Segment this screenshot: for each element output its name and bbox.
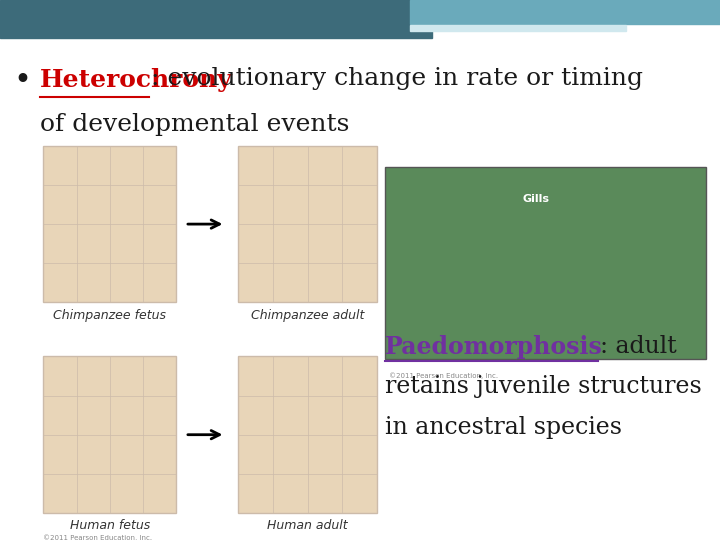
Bar: [410, 25, 626, 31]
Text: Human adult: Human adult: [267, 519, 348, 532]
Text: Chimpanzee adult: Chimpanzee adult: [251, 309, 364, 322]
Bar: [238, 356, 377, 513]
Bar: [238, 146, 377, 302]
Text: of developmental events: of developmental events: [40, 113, 349, 137]
Text: in ancestral species: in ancestral species: [385, 416, 622, 439]
Bar: [43, 146, 176, 302]
Text: : evolutionary change in rate or timing: : evolutionary change in rate or timing: [151, 68, 643, 91]
Text: retains juvenile structures: retains juvenile structures: [385, 375, 702, 399]
Bar: [43, 356, 176, 513]
Text: •: •: [14, 68, 30, 91]
Text: ©2011 Pearson Education, Inc.: ©2011 Pearson Education, Inc.: [43, 535, 153, 540]
Text: Human fetus: Human fetus: [70, 519, 150, 532]
Text: Gills: Gills: [522, 194, 549, 205]
Text: Chimpanzee fetus: Chimpanzee fetus: [53, 309, 166, 322]
Text: ©2011 Pearson Education, Inc.: ©2011 Pearson Education, Inc.: [389, 373, 498, 379]
Bar: [0, 0, 432, 38]
Bar: [410, 0, 720, 24]
Text: Paedomorphosis: Paedomorphosis: [385, 335, 603, 359]
Text: : adult: : adult: [600, 335, 677, 358]
Bar: [385, 167, 706, 359]
Text: Heterochrony: Heterochrony: [40, 68, 233, 91]
